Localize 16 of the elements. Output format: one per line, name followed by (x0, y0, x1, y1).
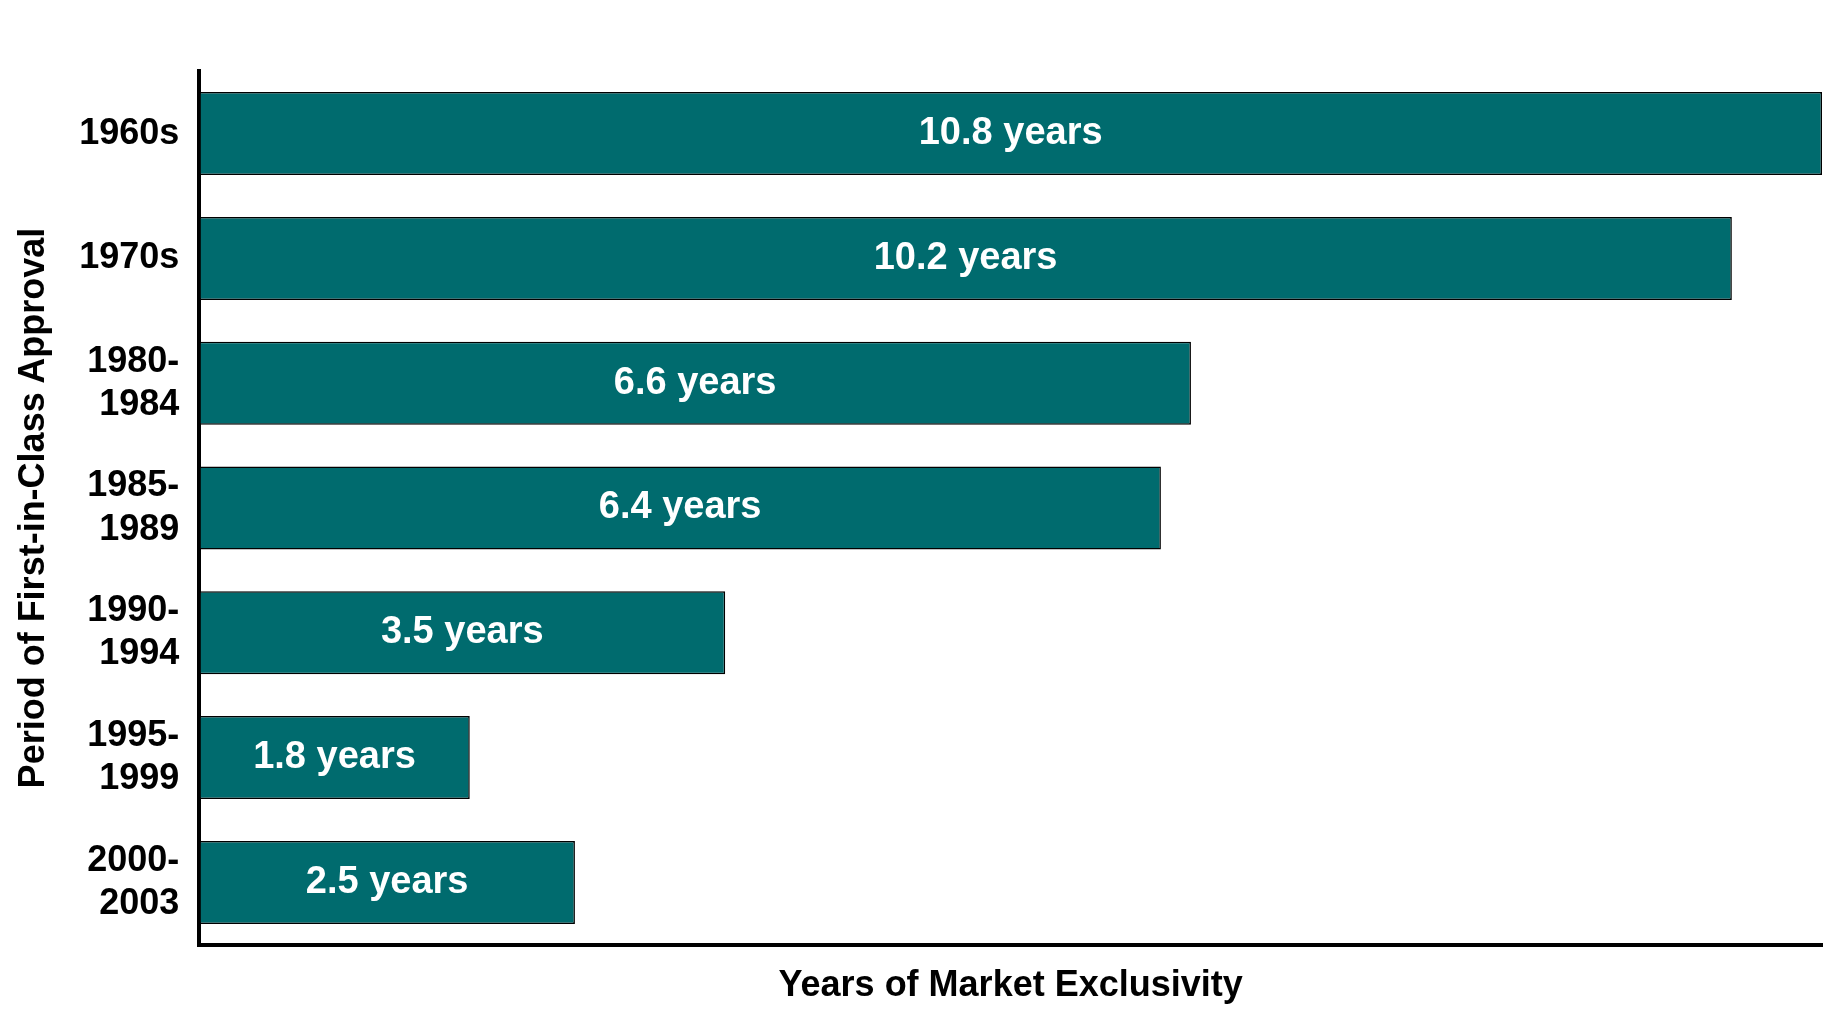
y-tick-label: 1980-1984 (87, 338, 180, 423)
data-label: 10.8 years (918, 110, 1103, 153)
y-axis-title: Period of First-in-Class Approval (10, 227, 52, 789)
data-label: 2.5 years (305, 858, 469, 901)
y-tick-label: 1995-1999 (87, 712, 180, 798)
y-tick-label: 2000-2003 (87, 837, 180, 922)
x-axis-title: Years of Market Exclusivity (778, 963, 1243, 1005)
data-label: 3.5 years (380, 609, 544, 652)
data-label: 6.6 years (613, 359, 777, 402)
data-label: 1.8 years (253, 734, 416, 777)
data-label: 10.2 years (873, 234, 1058, 277)
y-tick-label: 1985-1989 (87, 463, 180, 548)
y-tick-label: 1970s (79, 235, 180, 277)
y-tick-label: 1990-1994 (87, 588, 180, 673)
data-label: 6.4 years (598, 484, 762, 527)
y-tick-label: 1960s (79, 110, 180, 152)
